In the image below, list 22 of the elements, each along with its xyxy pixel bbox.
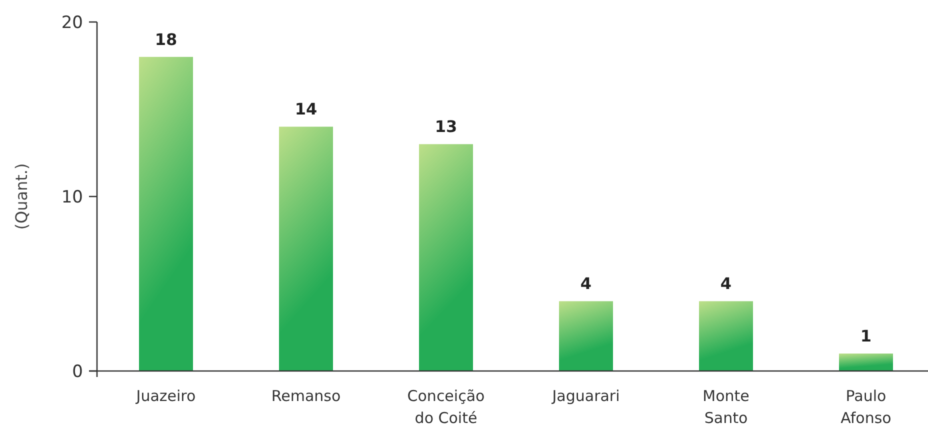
bar	[139, 56, 193, 371]
y-axis-title: (Quant.)	[12, 163, 31, 230]
x-tick-label: Paulo Afonso	[840, 387, 892, 427]
y-tick-label: 20	[61, 12, 83, 33]
bar	[279, 126, 333, 371]
bar	[559, 301, 613, 371]
x-tick-label: Jaguarari	[551, 387, 620, 405]
bar	[839, 354, 893, 371]
x-tick-label: Remanso	[271, 387, 341, 405]
data-label: 4	[580, 274, 592, 294]
x-tick-label: Conceição do Coité	[407, 387, 485, 427]
data-label: 13	[434, 117, 458, 136]
data-label: 1	[860, 326, 872, 346]
x-tick-label: Juazeiro	[135, 387, 196, 405]
y-tick-label: 10	[61, 187, 83, 208]
bar	[699, 301, 753, 371]
data-label: 18	[154, 30, 178, 49]
x-tick-label: Monte Santo	[702, 387, 750, 427]
y-tick-label: 0	[72, 362, 83, 382]
bar	[419, 144, 473, 371]
data-label: 4	[720, 274, 732, 294]
data-label: 14	[294, 100, 318, 119]
